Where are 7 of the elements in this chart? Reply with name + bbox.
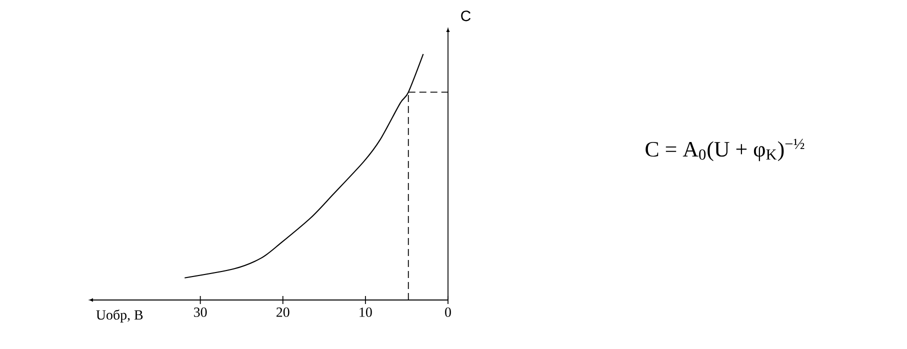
y-axis-title: C bbox=[461, 10, 471, 22]
x-tick-label: 20 bbox=[276, 308, 290, 317]
x-tick-label: 10 bbox=[360, 308, 372, 317]
x-tick-label: 30 bbox=[194, 308, 207, 317]
x-axis-title: Uобр, В bbox=[96, 310, 143, 322]
text: C = A$_{0}$(U + φ$_{K}$)$^{−½}$ bbox=[646, 138, 804, 162]
x-tick-label: 0 bbox=[445, 308, 451, 317]
